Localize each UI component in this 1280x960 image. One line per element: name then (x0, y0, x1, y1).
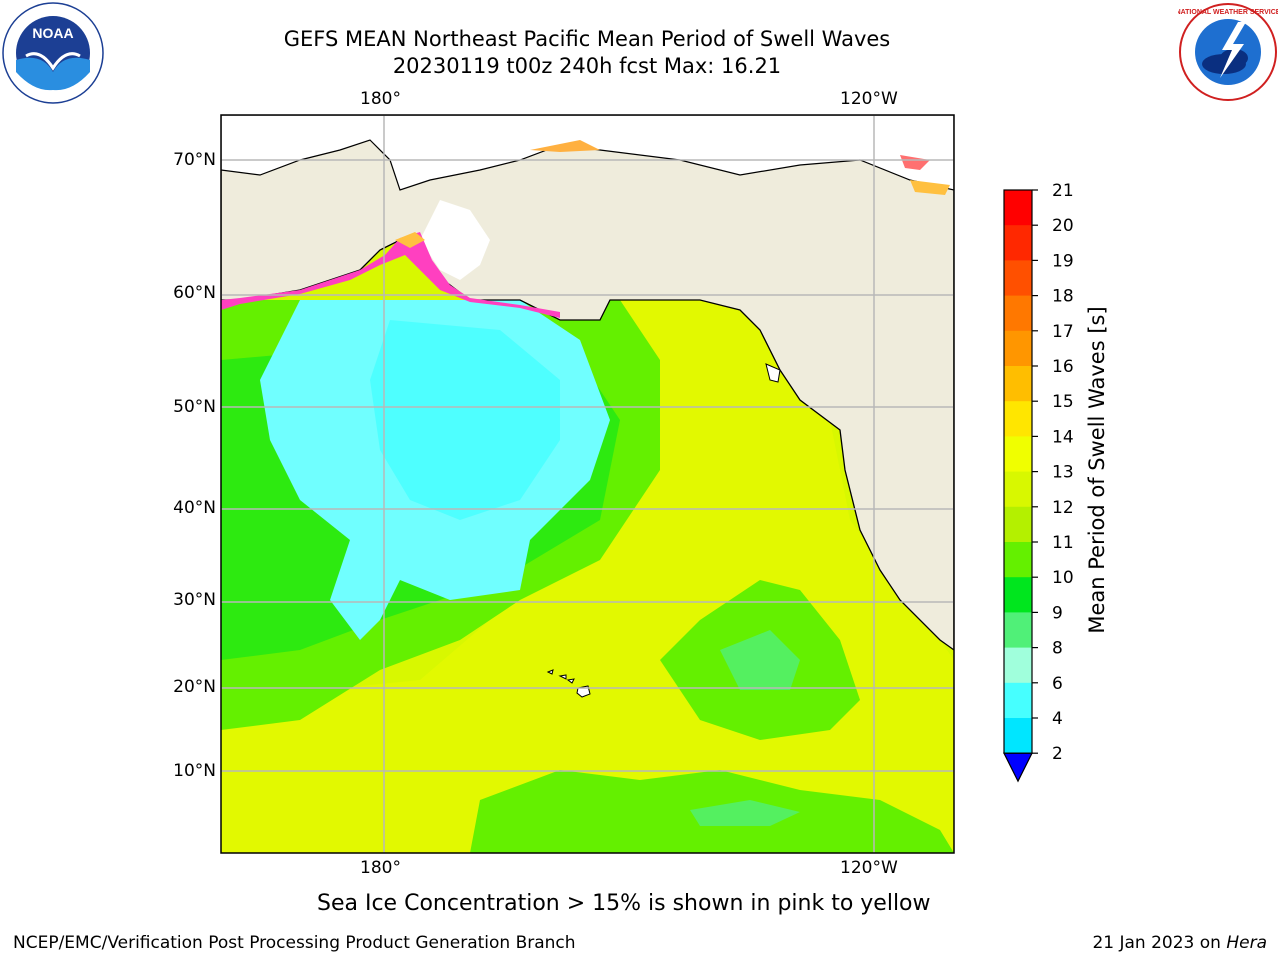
lat-label-70n: 70°N (173, 150, 216, 170)
sea-ice-edge (221, 232, 560, 318)
lon-label-bottom-120w: 120°W (840, 858, 898, 878)
land-north-america (221, 115, 954, 651)
sea-ice-edge-yellow (395, 232, 425, 248)
lat-label-40n: 40°N (173, 498, 216, 518)
lon-label-top-180: 180° (360, 89, 401, 109)
lat-label-30n: 30°N (173, 590, 216, 610)
lon-label-bottom-180: 180° (360, 858, 401, 878)
chart-title: GEFS MEAN Northeast Pacific Mean Period … (283, 27, 891, 51)
lon-label-top-120w: 120°W (840, 89, 898, 109)
sea-ice-arctic-1 (530, 140, 600, 152)
sea-ice-arctic-2 (900, 155, 930, 170)
graticule (221, 115, 954, 853)
hawaii-islands (546, 669, 591, 698)
credit-line: NCEP/EMC/Verification Post Processing Pr… (13, 933, 576, 953)
lat-label-60n: 60°N (173, 283, 216, 303)
noaa-logo: NOAA (2, 2, 104, 104)
sea-ice-arctic-3 (910, 180, 950, 195)
date-text: 21 Jan 2023 on (1092, 933, 1227, 953)
bering-strait (420, 200, 490, 280)
haida-gwaii (765, 363, 781, 383)
period-patch-south-core (690, 800, 800, 826)
period-band-6-7 (370, 320, 560, 520)
period-patch-east-core (720, 630, 800, 690)
lat-label-10n: 10°N (173, 761, 216, 781)
map-frame (220, 114, 955, 854)
svg-text:NOAA: NOAA (32, 25, 73, 41)
nws-logo: NATIONAL WEATHER SERVICE (1178, 3, 1278, 101)
date-line: 21 Jan 2023 on Hera (1092, 933, 1267, 953)
lat-label-20n: 20°N (173, 677, 216, 697)
host-name: Hera (1226, 933, 1267, 953)
sea-ice-note: Sea Ice Concentration > 15% is shown in … (317, 891, 931, 916)
svg-text:NATIONAL WEATHER SERVICE: NATIONAL WEATHER SERVICE (1178, 9, 1278, 16)
chart-subtitle: 20230119 t00z 240h fcst Max: 16.21 (392, 54, 782, 78)
lat-label-50n: 50°N (173, 397, 216, 417)
